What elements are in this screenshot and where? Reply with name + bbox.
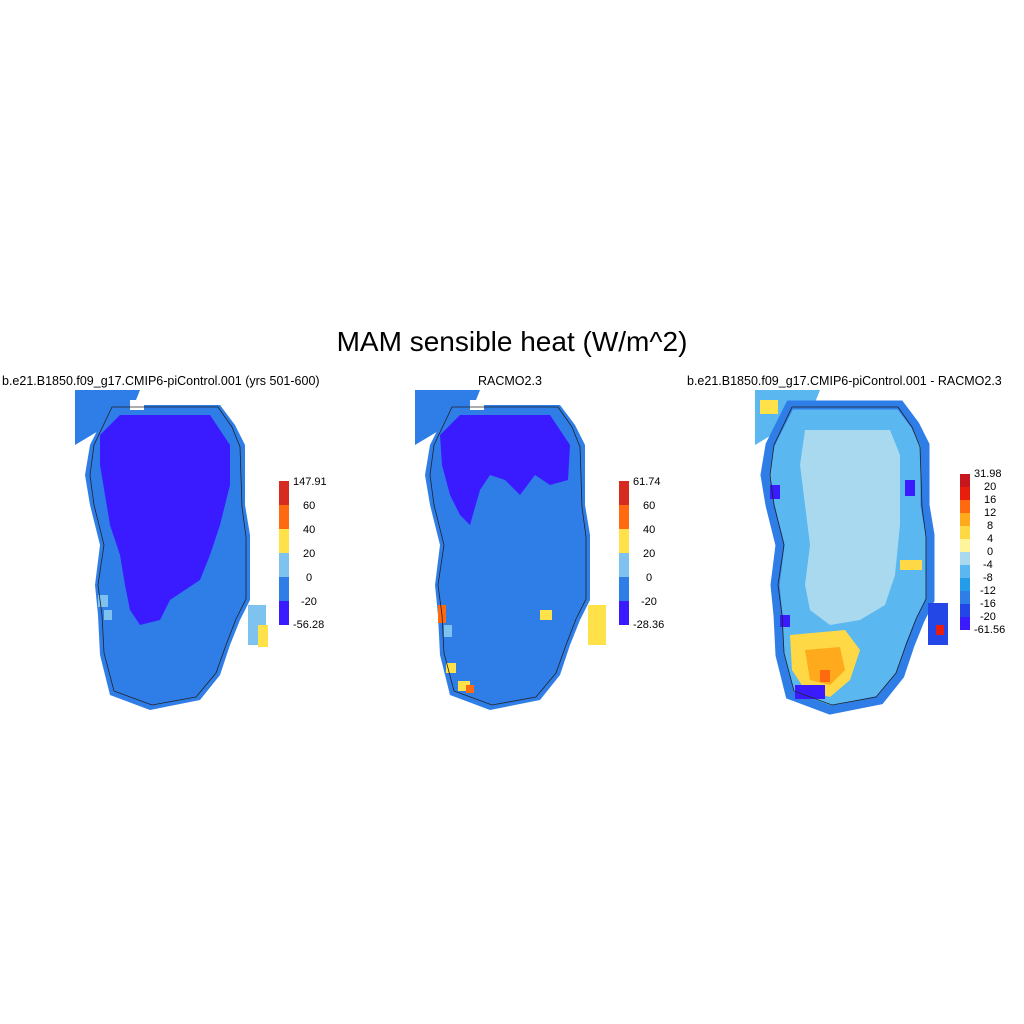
colorbar-label: -20 [301,596,317,608]
colorbar-swatch [279,505,289,529]
colorbar-label: 60 [643,500,655,512]
colorbar-label: 0 [306,572,312,584]
colorbar-swatch [960,513,970,526]
colorbar-label: 0 [646,572,652,584]
colorbar-swatch [960,539,970,552]
figure-title: MAM sensible heat (W/m^2) [336,326,688,357]
colorbar-swatch [960,565,970,578]
colorbar-label: 31.98 [974,468,1002,480]
colorbar-label: 61.74 [633,476,661,488]
colorbar-label: -16 [980,598,996,610]
colorbar-label: 20 [643,548,655,560]
colorbar-swatch [960,552,970,565]
map-panel-model: 147.91 60 40 20 0 -20 -56.28 [75,390,327,710]
colorbar-label: -61.56 [974,624,1005,636]
colorbar-swatch [960,474,970,487]
colorbar-swatch [960,487,970,500]
colorbar-label: 20 [984,481,996,493]
colorbar-swatch [279,577,289,601]
panel-title-obs: RACMO2.3 [478,374,542,388]
colorbar-swatch [960,604,970,617]
colorbar-label: 60 [303,500,315,512]
colorbar-label: -56.28 [293,619,324,631]
colorbar-swatch [619,553,629,577]
colorbar-label: -8 [983,572,993,584]
panel-title-diff: b.e21.B1850.f09_g17.CMIP6-piControl.001 … [687,374,1002,388]
colorbar-swatch [619,529,629,553]
colorbar-swatch [960,500,970,513]
greenland-map-model [75,390,268,710]
map-panel-obs: 61.74 60 40 20 0 -20 -28.36 [415,390,664,710]
colorbar-swatch [960,526,970,539]
colorbar-label: 147.91 [293,476,327,488]
colorbar-label: 40 [643,524,655,536]
colorbar-label: 0 [987,546,993,558]
colorbar-swatch [619,481,629,505]
colorbar-model: 147.91 60 40 20 0 -20 -56.28 [279,476,327,631]
panel-title-model: b.e21.B1850.f09_g17.CMIP6-piControl.001 … [2,374,320,388]
colorbar-diff: 31.98 20 16 12 8 4 0 -4 -8 -12 -16 -20 -… [960,468,1005,636]
colorbar-swatch [279,481,289,505]
colorbar-swatch [279,601,289,625]
colorbar-swatch [960,578,970,591]
greenland-map-obs [415,390,606,710]
colorbar-label: -20 [980,611,996,623]
colorbar-obs: 61.74 60 40 20 0 -20 -28.36 [619,476,664,631]
colorbar-label: 20 [303,548,315,560]
colorbar-swatch [619,601,629,625]
colorbar-label: -4 [983,559,993,571]
colorbar-label: 12 [984,507,996,519]
colorbar-label: -20 [641,596,657,608]
colorbar-swatch [279,529,289,553]
colorbar-label: -28.36 [633,619,664,631]
colorbar-swatch [279,553,289,577]
map-panel-diff: 31.98 20 16 12 8 4 0 -4 -8 -12 -16 -20 -… [755,390,1005,715]
colorbar-label: 4 [987,533,993,545]
colorbar-label: 8 [987,520,993,532]
colorbar-swatch [960,617,970,630]
colorbar-swatch [619,577,629,601]
colorbar-label: -12 [980,585,996,597]
colorbar-label: 40 [303,524,315,536]
colorbar-label: 16 [984,494,996,506]
greenland-map-diff [755,390,948,715]
colorbar-swatch [619,505,629,529]
colorbar-swatch [960,591,970,604]
